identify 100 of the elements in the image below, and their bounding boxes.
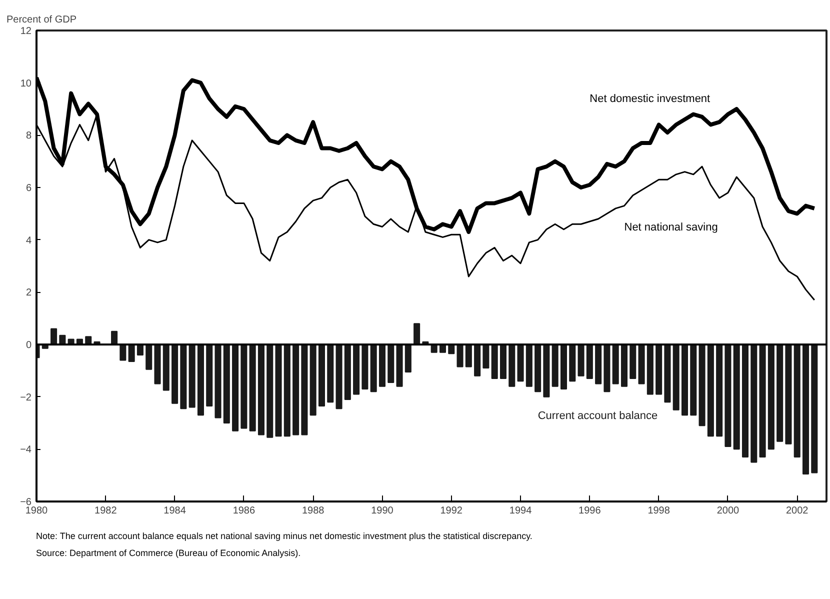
x-tick-label: 1984 <box>164 506 186 516</box>
bar <box>604 344 610 392</box>
bar <box>508 344 516 387</box>
y-tick-label: −6 <box>20 497 32 508</box>
bar <box>794 344 800 458</box>
bar <box>327 344 334 403</box>
bar <box>344 344 351 400</box>
bar <box>698 344 706 426</box>
bar <box>120 344 126 361</box>
series-label: Net national saving <box>624 221 718 234</box>
bar <box>370 344 377 392</box>
bar <box>188 344 196 408</box>
bar <box>578 344 584 376</box>
source-note: Source: Department of Commerce (Bureau of Economic Analysis). <box>36 546 302 560</box>
bar <box>180 344 187 410</box>
bar <box>275 344 282 437</box>
x-tick-label: 2002 <box>786 506 809 516</box>
y-tick-label: 10 <box>20 78 32 90</box>
bar <box>353 344 360 395</box>
bar <box>128 344 135 362</box>
bar <box>232 344 239 432</box>
bar <box>500 344 507 380</box>
y-axis-title: Percent of GDP <box>6 14 77 26</box>
bar <box>258 344 264 436</box>
y-tick-label: 2 <box>26 288 32 299</box>
bar <box>560 344 568 390</box>
x-tick-label: 2000 <box>716 506 740 516</box>
bar <box>223 344 230 424</box>
bar <box>681 344 688 416</box>
x-tick-label: 1988 <box>302 506 325 516</box>
bar <box>759 344 766 458</box>
y-tick-label: 0 <box>26 340 32 351</box>
bar <box>292 344 300 436</box>
bar <box>474 344 481 376</box>
bar <box>664 344 671 403</box>
bar <box>526 344 532 387</box>
bar <box>388 344 394 383</box>
bar <box>465 344 472 368</box>
bar <box>154 344 161 384</box>
bar <box>612 344 619 384</box>
text: Note: The current account balance equals net national saving minus net domestic investment plus the statistical discrepancy. <box>36 530 532 543</box>
bar <box>362 344 368 390</box>
bar <box>785 344 792 444</box>
x-tick-label: 1982 <box>94 506 118 516</box>
y-tick-label: 12 <box>20 26 32 37</box>
bar <box>776 344 784 442</box>
bar <box>396 344 403 387</box>
bar <box>336 344 342 410</box>
bar <box>586 344 593 380</box>
series-label: Current account balance <box>538 410 658 422</box>
y-tick-label: 8 <box>26 130 32 142</box>
series-label: Net domestic investment <box>590 93 710 106</box>
bar <box>742 344 749 458</box>
bar <box>552 344 558 387</box>
bar <box>214 344 222 418</box>
y-tick-label: −4 <box>20 444 32 456</box>
x-tick-label: 1990 <box>371 506 394 516</box>
y-tick-label: 6 <box>26 183 32 194</box>
bar <box>811 344 818 474</box>
bar <box>750 344 758 463</box>
bar <box>310 344 316 416</box>
bar <box>318 344 325 406</box>
bar <box>162 344 170 391</box>
bar <box>414 323 420 345</box>
bar <box>378 344 386 387</box>
bar <box>672 344 680 410</box>
x-tick-label: 1996 <box>578 506 602 516</box>
bar <box>724 344 732 448</box>
bar <box>146 344 152 370</box>
bar <box>50 328 58 345</box>
x-tick-label: 1992 <box>440 506 463 516</box>
bar <box>456 344 464 368</box>
bar <box>517 344 524 382</box>
bar <box>707 344 714 437</box>
bar <box>716 344 723 437</box>
bar <box>284 344 290 437</box>
bar <box>630 344 636 380</box>
x-tick-label: 1980 <box>25 506 48 516</box>
bar <box>620 344 628 387</box>
bar <box>240 344 248 429</box>
bar <box>690 344 697 416</box>
bar <box>266 344 274 438</box>
y-tick-label: −2 <box>20 392 32 404</box>
bar <box>768 344 774 450</box>
bar <box>638 344 645 384</box>
bar <box>491 344 498 380</box>
bar <box>733 344 740 450</box>
bar <box>802 344 810 475</box>
bar <box>404 344 412 372</box>
bar <box>595 344 602 384</box>
bar <box>206 344 213 406</box>
bar <box>656 344 662 395</box>
x-tick-label: 1994 <box>509 506 532 516</box>
bar <box>569 344 576 382</box>
bar <box>482 344 490 369</box>
y-tick-label: 4 <box>26 235 32 246</box>
bar <box>249 344 256 432</box>
x-tick-label: 1998 <box>648 506 670 516</box>
bar <box>197 344 204 416</box>
x-tick-label: 1986 <box>232 506 256 516</box>
